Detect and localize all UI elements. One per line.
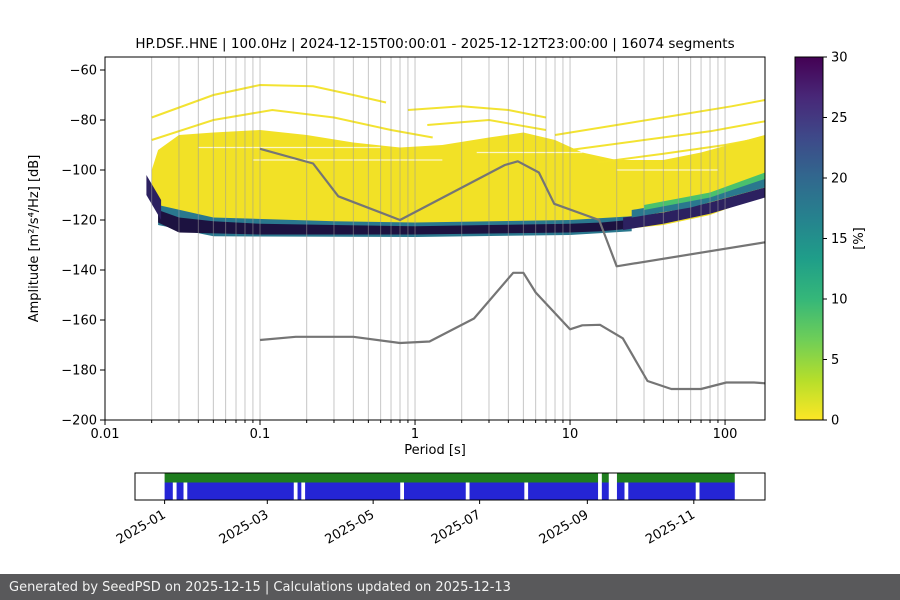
timeline-tick-label: 2025-05 bbox=[323, 507, 378, 547]
colorbar-tick-label: 0 bbox=[831, 414, 839, 429]
timeline-tick-label: 2025-09 bbox=[537, 507, 592, 547]
x-tick-label: 1 bbox=[411, 427, 419, 442]
timeline-coverage-blue bbox=[297, 482, 302, 500]
x-tick-label: 100 bbox=[713, 427, 738, 442]
histogram-streak-line bbox=[554, 99, 766, 136]
y-tick-label: −200 bbox=[61, 414, 97, 429]
timeline-coverage-blue bbox=[616, 482, 625, 500]
y-tick-label: −160 bbox=[61, 314, 97, 329]
timeline-coverage-blue bbox=[404, 482, 466, 500]
status-text: Generated by SeedPSD on 2025-12-15 | Cal… bbox=[9, 579, 511, 595]
timeline-tick-label: 2025-11 bbox=[643, 507, 698, 547]
histogram-left-tip bbox=[146, 175, 162, 220]
colorbar-tick-label: 30 bbox=[831, 51, 848, 66]
y-tick-label: −180 bbox=[61, 364, 97, 379]
y-tick-label: −120 bbox=[61, 214, 97, 229]
colorbar-tick-label: 5 bbox=[831, 353, 839, 368]
colorbar-tick-label: 20 bbox=[831, 172, 848, 187]
histogram-right-dark-band bbox=[623, 187, 765, 230]
y-tick-label: −80 bbox=[70, 114, 97, 129]
timeline-coverage-blue bbox=[528, 482, 599, 500]
y-tick-label: −140 bbox=[61, 264, 97, 279]
histogram-streak-line bbox=[151, 83, 387, 119]
timeline-coverage-blue bbox=[187, 482, 294, 500]
histogram-streak-line bbox=[597, 136, 766, 164]
histogram-mode-band bbox=[158, 210, 629, 235]
x-tick-label: 0.01 bbox=[91, 427, 120, 442]
colorbar bbox=[794, 56, 824, 421]
ppsd-figure: 0.01 0.1 1 10 100−60−80−100−120−140−160−180−… bbox=[27, 36, 867, 548]
y-tick-label: −60 bbox=[70, 64, 97, 79]
noise-model-line-nhnm bbox=[259, 147, 766, 268]
histogram-streak-line bbox=[151, 108, 433, 141]
noise-model-line-nlnm bbox=[259, 271, 766, 391]
histogram-streak-line bbox=[407, 105, 547, 119]
timeline-coverage-blue bbox=[601, 482, 609, 500]
status-bar: Generated by SeedPSD on 2025-12-15 | Cal… bbox=[0, 574, 900, 600]
colorbar-tick-label: 10 bbox=[831, 293, 848, 308]
timeline-tick-label: 2025-07 bbox=[429, 507, 484, 547]
colorbar-label: [%] bbox=[852, 227, 867, 250]
timeline-coverage-blue bbox=[176, 482, 184, 500]
histogram-streak-line bbox=[569, 120, 766, 151]
histogram-streak-line bbox=[427, 118, 547, 131]
timeline-coverage-blue bbox=[469, 482, 525, 500]
timeline-coverage-green bbox=[164, 473, 599, 483]
x-axis-label: Period [s] bbox=[404, 443, 466, 458]
y-axis-label: Amplitude [m²/s⁴/Hz] [dB] bbox=[27, 155, 42, 323]
timeline-tick-label: 2025-03 bbox=[217, 507, 272, 547]
colorbar-tick-label: 15 bbox=[831, 232, 848, 247]
timeline-coverage-green bbox=[616, 473, 735, 483]
x-tick-label: 0.1 bbox=[250, 427, 271, 442]
timeline-coverage-blue bbox=[628, 482, 696, 500]
chart-title: HP.DSF..HNE | 100.0Hz | 2024-12-15T00:00… bbox=[135, 36, 734, 52]
colorbar-tick-label: 25 bbox=[831, 111, 848, 126]
timeline-tick-label: 2025-01 bbox=[114, 507, 169, 547]
timeline-coverage-blue bbox=[305, 482, 401, 500]
histogram-right-green-band bbox=[644, 172, 765, 210]
timeline-coverage-blue bbox=[699, 482, 735, 500]
timeline-coverage-blue bbox=[164, 482, 173, 500]
x-tick-label: 10 bbox=[562, 427, 579, 442]
axes-frame bbox=[104, 56, 766, 421]
y-tick-label: −100 bbox=[61, 164, 97, 179]
timeline-frame bbox=[134, 472, 766, 501]
timeline-coverage-green bbox=[601, 473, 609, 483]
histogram-blob bbox=[151, 130, 765, 235]
